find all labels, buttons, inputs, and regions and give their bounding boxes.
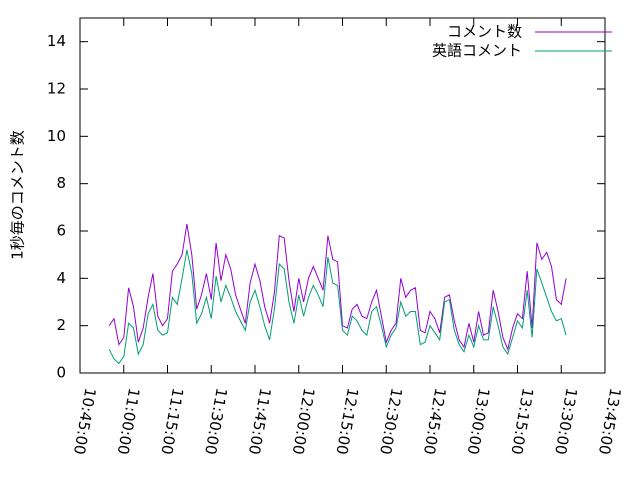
- y-tick-label: 14: [47, 32, 66, 50]
- y-tick-label: 10: [47, 127, 66, 145]
- legend-label: コメント数: [447, 23, 522, 41]
- y-tick-label: 8: [56, 174, 66, 192]
- y-tick-label: 4: [56, 269, 66, 287]
- y-tick-label: 2: [56, 316, 66, 334]
- y-tick-label: 0: [56, 364, 66, 382]
- y-tick-label: 12: [47, 80, 66, 98]
- data-line: [108, 223, 567, 351]
- y-axis-label: 1秒毎のコメント数: [9, 130, 27, 260]
- y-tick-label: 6: [56, 222, 66, 240]
- data-line: [108, 249, 567, 365]
- legend-label: 英語コメント: [432, 42, 522, 60]
